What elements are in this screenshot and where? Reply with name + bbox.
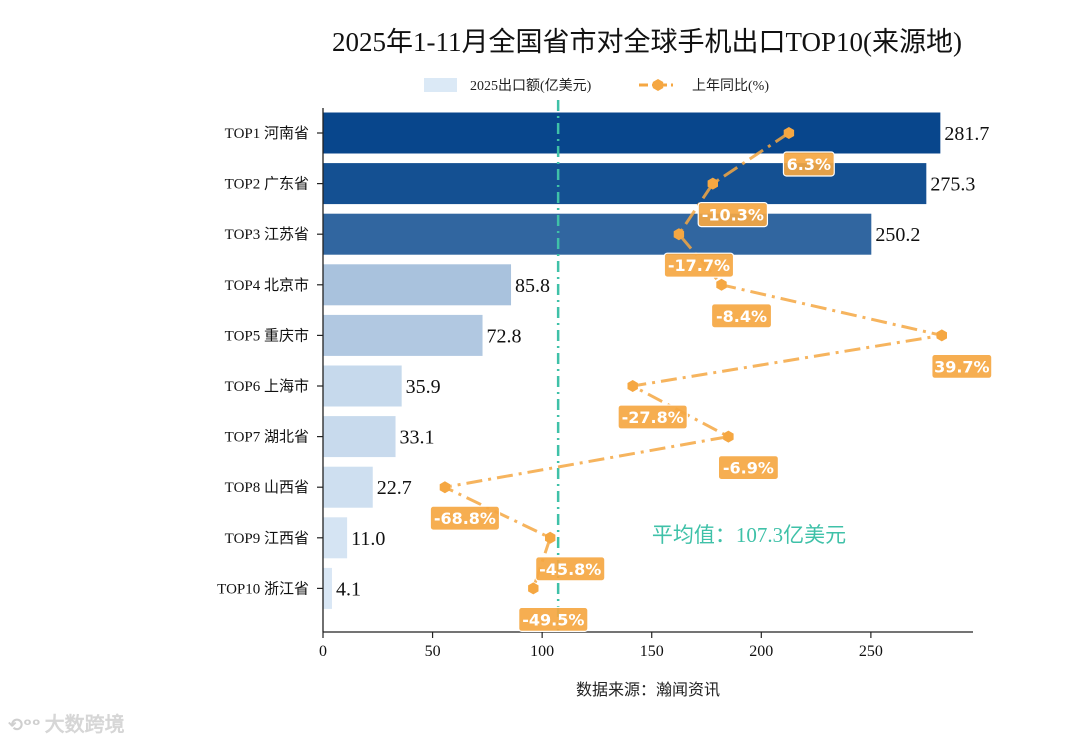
category-label: TOP4 北京市 bbox=[225, 277, 309, 294]
category-label: TOP10 浙江省 bbox=[217, 580, 309, 597]
category-label: TOP8 山西省 bbox=[225, 479, 309, 496]
yoy-label-box bbox=[429, 505, 501, 531]
x-axis-ticks: 0 50 100 150 200 250 bbox=[319, 632, 883, 660]
bar-value-label: 281.7 bbox=[944, 123, 989, 145]
bar-group bbox=[323, 112, 941, 609]
y-axis-labels: TOP1 河南省 TOP2 广东省 TOP3 江苏省 TOP4 北京市 TOP5 重庆市… bbox=[217, 125, 323, 597]
bar bbox=[323, 213, 872, 255]
yoy-label-text: -17.7% bbox=[668, 256, 730, 275]
yoy-label: -17.7% bbox=[663, 252, 735, 278]
yoy-label-text: 39.7% bbox=[934, 357, 990, 376]
yoy-label: -8.4% bbox=[710, 303, 773, 329]
yoy-label-box bbox=[663, 252, 735, 278]
yoy-label-box bbox=[697, 202, 769, 228]
chart-title: 2025年1-11月全国省市对全球手机出口TOP10(来源地) bbox=[332, 27, 962, 57]
yoy-label: -27.8% bbox=[617, 404, 688, 430]
watermark-text: 大数跨境 bbox=[44, 712, 125, 736]
yoy-point bbox=[673, 228, 685, 241]
watermark-logo-icon: ⟲ᵒᵒ bbox=[8, 715, 41, 736]
yoy-label-text: -68.8% bbox=[434, 509, 496, 528]
legend: 2025出口额(亿美元) 上年同比(%) bbox=[424, 78, 769, 94]
yoy-label-text: 6.3% bbox=[787, 155, 831, 174]
yoy-label-text: -45.8% bbox=[539, 560, 601, 579]
yoy-label: -10.3% bbox=[697, 202, 769, 228]
bar bbox=[323, 517, 348, 559]
yoy-label-text: -49.5% bbox=[522, 610, 584, 629]
yoy-label: -49.5% bbox=[518, 606, 589, 633]
yoy-point bbox=[723, 430, 734, 443]
yoy-label-box bbox=[535, 556, 606, 582]
bar bbox=[323, 466, 373, 508]
yoy-label: 6.3% bbox=[782, 151, 835, 177]
yoy-label-box bbox=[710, 303, 773, 329]
yoy-label-box bbox=[931, 353, 993, 379]
yoy-label: -45.8% bbox=[535, 556, 606, 582]
yoy-label: -6.9% bbox=[717, 455, 779, 481]
bar-value-label: 35.9 bbox=[406, 376, 441, 398]
yoy-point bbox=[545, 531, 556, 544]
legend-line-marker bbox=[652, 79, 664, 91]
yoy-label-box bbox=[717, 455, 779, 481]
yoy-point bbox=[627, 380, 638, 392]
bar bbox=[323, 112, 941, 154]
legend-bar-swatch bbox=[424, 78, 457, 92]
yoy-point bbox=[783, 127, 795, 139]
bar-value-labels: 281.7 275.3 250.2 85.8 72.8 35.9 33.1 22.7 11.0 4… bbox=[336, 123, 989, 600]
bar bbox=[323, 163, 927, 205]
yoy-value-labels: 6.3% -10.3% -17.7% -8.4% 39.7% -27.8% -6.9% -68… bbox=[429, 151, 993, 633]
yoy-label-text: -6.9% bbox=[723, 459, 774, 478]
yoy-label-text: -8.4% bbox=[716, 307, 767, 326]
legend-line-label: 上年同比(%) bbox=[692, 78, 769, 94]
watermark: ⟲ᵒᵒ 大数跨境 bbox=[8, 708, 125, 737]
yoy-point bbox=[716, 278, 727, 291]
average-label: 平均值：107.3亿美元 bbox=[652, 523, 846, 547]
x-tick-label: 0 bbox=[319, 643, 327, 660]
bar-value-label: 33.1 bbox=[400, 427, 435, 449]
bar-value-label: 275.3 bbox=[930, 174, 975, 196]
category-label: TOP1 河南省 bbox=[225, 125, 309, 142]
yoy-point bbox=[936, 329, 947, 342]
x-tick-label: 250 bbox=[859, 643, 883, 660]
bar-value-label: 4.1 bbox=[336, 578, 361, 600]
yoy-label-box bbox=[617, 404, 688, 430]
bar-value-label: 11.0 bbox=[351, 528, 385, 550]
source-note: 数据来源：瀚闻资讯 bbox=[576, 681, 720, 699]
x-tick-label: 150 bbox=[640, 643, 664, 660]
yoy-point bbox=[707, 177, 718, 190]
category-label: TOP9 江西省 bbox=[225, 530, 309, 547]
bar bbox=[323, 264, 512, 306]
axes bbox=[322, 108, 973, 633]
yoy-label: -68.8% bbox=[429, 505, 501, 531]
yoy-point bbox=[528, 582, 539, 595]
bar-value-label: 85.8 bbox=[515, 275, 550, 297]
bar-value-label: 22.7 bbox=[377, 477, 412, 499]
x-tick-label: 50 bbox=[425, 643, 441, 660]
bar bbox=[323, 365, 402, 407]
yoy-label-text: -10.3% bbox=[702, 206, 764, 225]
yoy-label-box bbox=[782, 151, 835, 177]
bar bbox=[323, 416, 396, 458]
bar bbox=[323, 314, 483, 356]
category-label: TOP6 上海市 bbox=[225, 378, 309, 395]
category-label: TOP3 江苏省 bbox=[225, 226, 309, 243]
category-label: TOP2 广东省 bbox=[225, 176, 309, 193]
yoy-point bbox=[439, 481, 451, 494]
bar-value-label: 72.8 bbox=[487, 325, 522, 347]
category-label: TOP5 重庆市 bbox=[225, 327, 309, 344]
x-tick-label: 200 bbox=[749, 643, 773, 660]
yoy-label: 39.7% bbox=[931, 353, 993, 379]
yoy-label-box bbox=[518, 606, 589, 633]
category-label: TOP7 湖北省 bbox=[225, 429, 309, 446]
bar bbox=[323, 567, 332, 609]
bar-value-label: 250.2 bbox=[875, 224, 920, 246]
legend-bar-label: 2025出口额(亿美元) bbox=[470, 78, 592, 94]
yoy-label-text: -27.8% bbox=[622, 408, 684, 427]
x-tick-label: 100 bbox=[530, 643, 554, 660]
